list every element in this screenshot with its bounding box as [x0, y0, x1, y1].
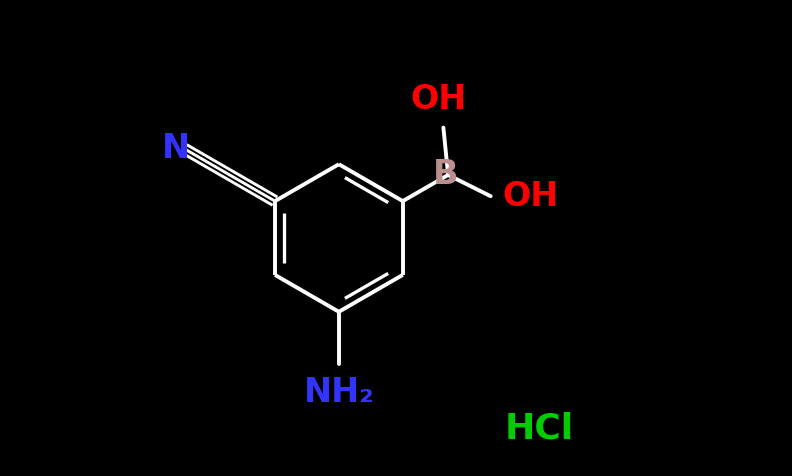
- Text: OH: OH: [410, 83, 466, 116]
- Text: NH₂: NH₂: [303, 376, 375, 409]
- Text: OH: OH: [503, 180, 559, 213]
- Text: B: B: [433, 159, 459, 191]
- Text: N: N: [162, 132, 190, 165]
- Text: HCl: HCl: [505, 411, 573, 446]
